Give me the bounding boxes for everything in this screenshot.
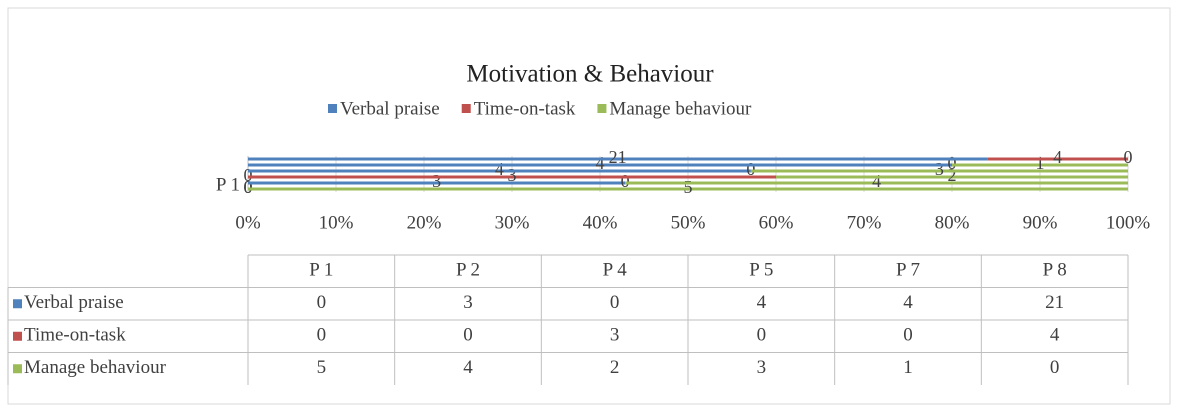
legend-label: Verbal praise: [340, 98, 440, 119]
y-tick-label: P 1: [216, 174, 240, 195]
row-label: Manage behaviour: [24, 357, 167, 378]
bar: [750, 169, 1128, 173]
legend-key: [13, 331, 22, 341]
x-tick-label: 90%: [1023, 212, 1058, 233]
data-label: 3: [935, 159, 944, 179]
table-cell: 3: [757, 357, 767, 378]
x-tick-label: 80%: [935, 212, 970, 233]
data-label: 0: [244, 165, 253, 185]
data-label: 0: [244, 177, 253, 197]
data-label: 4: [596, 153, 605, 173]
bar: [987, 157, 1128, 161]
data-label: 0: [948, 153, 957, 173]
table-cell: 2: [610, 357, 620, 378]
x-tick-label: 40%: [583, 212, 618, 233]
x-tick-label: 10%: [319, 212, 354, 233]
bar: [248, 163, 952, 167]
legend-swatch: [328, 104, 337, 113]
x-tick-label: 30%: [495, 212, 530, 233]
bar: [248, 169, 751, 173]
table-header: P 8: [1043, 260, 1067, 281]
table-cell: 4: [903, 292, 913, 313]
data-label: 4: [495, 159, 504, 179]
table-cell: 0: [610, 292, 620, 313]
data-label: 21: [609, 147, 627, 167]
table-header: P 2: [456, 260, 480, 281]
data-label: 0: [1124, 147, 1133, 167]
data-label: 0: [746, 159, 755, 179]
data-label: 4: [872, 171, 881, 191]
bar: [776, 175, 1128, 179]
table-cell: 3: [463, 292, 473, 313]
bar: [625, 181, 1128, 185]
row-label: Time-on-task: [24, 325, 126, 346]
table-cell: 3: [610, 325, 620, 346]
table-cell: 0: [463, 325, 473, 346]
bar: [248, 157, 988, 161]
table-cell: 4: [1050, 325, 1060, 346]
bar: [248, 175, 776, 179]
table-cell: 4: [757, 292, 767, 313]
data-label: 0: [244, 177, 253, 197]
table-cell: 0: [317, 325, 327, 346]
x-tick-label: 100%: [1106, 212, 1151, 233]
table-cell: 0: [317, 292, 327, 313]
table-cell: 0: [757, 325, 767, 346]
data-label: 3: [508, 165, 517, 185]
bar: [248, 187, 1128, 191]
data-label: 1: [1036, 153, 1045, 173]
row-label: Verbal praise: [24, 292, 124, 313]
legend-key: [13, 299, 22, 309]
chart-area: [7, 7, 1171, 405]
table-cell: 0: [903, 325, 913, 346]
x-tick-label: 50%: [671, 212, 706, 233]
legend-label: Manage behaviour: [609, 98, 752, 119]
data-label: 0: [621, 171, 630, 191]
table-header: P 5: [749, 260, 773, 281]
table-header: P 7: [896, 260, 920, 281]
table-cell: 1: [903, 357, 913, 378]
table-cell: 4: [463, 357, 473, 378]
x-tick-label: 20%: [407, 212, 442, 233]
table-header: P 1: [309, 260, 333, 281]
table-cell: 5: [317, 357, 327, 378]
legend-key: [13, 364, 22, 374]
legend-swatch: [461, 104, 471, 113]
table-cell: 21: [1045, 292, 1064, 313]
table-header: P 4: [603, 260, 628, 281]
data-label: 4: [1053, 147, 1062, 167]
bar: [248, 181, 626, 185]
legend-label: Time-on-task: [474, 98, 576, 119]
chart-title: Motivation & Behaviour: [466, 61, 714, 88]
x-tick-label: 70%: [847, 212, 882, 233]
x-tick-label: 60%: [759, 212, 794, 233]
data-label: 3: [432, 171, 441, 191]
data-label: 5: [684, 177, 693, 197]
legend-swatch: [597, 104, 607, 113]
table-cell: 0: [1050, 357, 1060, 378]
x-tick-label: 0%: [235, 212, 261, 233]
bar: [952, 163, 1128, 167]
data-label: 2: [948, 165, 957, 185]
